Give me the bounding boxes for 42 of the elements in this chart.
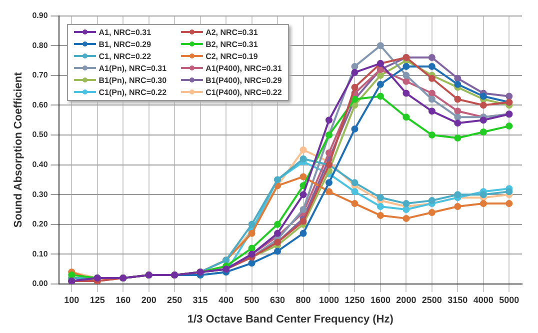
- legend-label: B1(P400), NRC=0.29: [206, 76, 282, 85]
- y-tick-label: 0.10: [32, 249, 48, 258]
- x-tick-label: 400: [218, 294, 234, 305]
- legend-label: B2, NRC=0.31: [206, 40, 258, 49]
- y-tick-label: 0.60: [32, 100, 48, 110]
- x-tick-label: 315: [192, 294, 208, 305]
- x-tick-label: 1000: [318, 294, 340, 305]
- legend-label: C1(P400), NRC=0.22: [206, 88, 282, 97]
- y-axis-title: Sound Absorption Coefficient: [12, 72, 25, 228]
- x-tick-label: 1250: [344, 294, 365, 305]
- x-tick-label: 800: [296, 294, 311, 305]
- x-tick-label: 2500: [422, 294, 442, 305]
- legend-label: B1, NRC=0.29: [98, 40, 152, 49]
- legend-label: C2, NRC=0.19: [206, 52, 258, 61]
- x-tick-label: 200: [141, 294, 156, 305]
- x-axis-title: 1/3 Octave Band Center Frequency (Hz): [187, 313, 394, 326]
- legend-label: C1(Pn), NRC=0.22: [98, 88, 167, 97]
- y-tick-label: 0.70: [32, 70, 48, 80]
- y-tick-label: 0.00: [32, 279, 48, 288]
- x-tick-label: 3150: [448, 294, 468, 305]
- y-tick-label: 0.80: [32, 40, 48, 50]
- x-tick-label: 1600: [370, 294, 390, 305]
- x-tick-label: 250: [167, 294, 182, 305]
- x-tick-label: 100: [64, 294, 80, 305]
- legend-label: A2, NRC=0.31: [206, 28, 258, 37]
- x-tick-label: 4000: [473, 294, 494, 305]
- legend-label: B1(Pn), NRC=0.30: [98, 76, 167, 85]
- x-tick-label: 2000: [396, 294, 416, 305]
- x-tick-label: 5000: [499, 294, 520, 305]
- y-tick-label: 0.50: [32, 130, 48, 140]
- x-tick-label: 500: [244, 294, 260, 305]
- x-tick-label: 125: [90, 294, 105, 305]
- y-tick-label: 0.30: [32, 190, 48, 199]
- x-tick-label: 160: [116, 294, 131, 305]
- y-tick-label: 0.90: [32, 11, 48, 20]
- y-tick-label: 0.40: [32, 160, 48, 170]
- legend-label: A1(P400), NRC=0.31: [206, 64, 282, 73]
- legend-label: A1(Pn), NRC=0.31: [98, 64, 167, 73]
- legend-label: A1, NRC=0.31: [98, 28, 152, 37]
- y-tick-label: 0.20: [32, 220, 48, 229]
- legend-label: C1, NRC=0.22: [98, 52, 152, 61]
- x-tick-label: 630: [270, 294, 286, 305]
